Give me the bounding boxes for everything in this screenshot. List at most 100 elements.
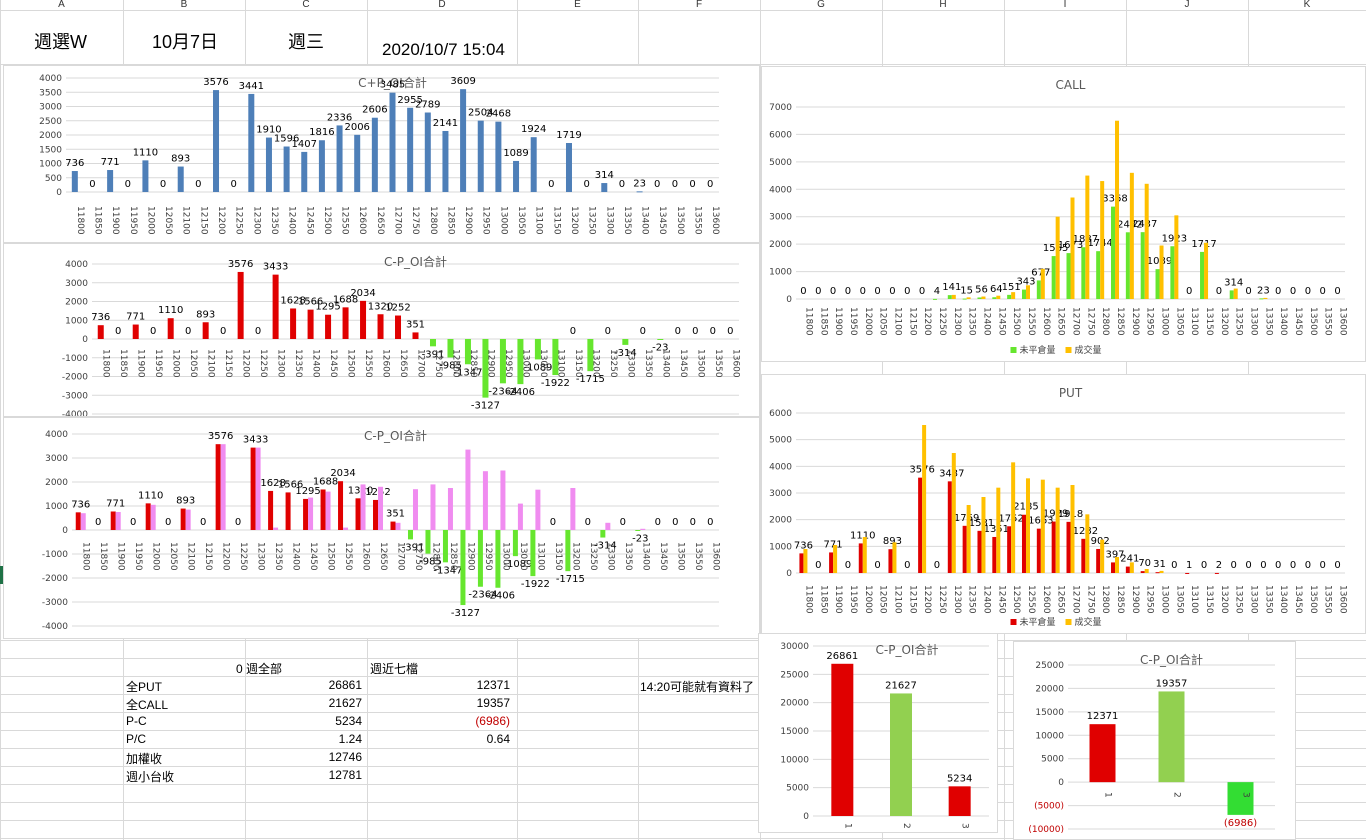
bar bbox=[395, 522, 401, 530]
x-tick-label: 11900 bbox=[833, 585, 843, 614]
chart-put[interactable]: 6000 5000 4000 3000 2000 1000 0 PUT 736 0 771 0 1110… bbox=[761, 374, 1366, 634]
table-head-near[interactable]: 週近七檔 bbox=[370, 662, 419, 676]
data-label: 0 bbox=[1275, 560, 1281, 571]
table-note[interactable]: 14:20可能就有資料了 bbox=[640, 680, 755, 694]
column-header-J[interactable]: J bbox=[1184, 0, 1190, 10]
x-tick-label: 12000 bbox=[863, 307, 873, 336]
data-label: 343 bbox=[1016, 277, 1035, 288]
x-tick-label: 12700 bbox=[1071, 307, 1081, 336]
x-tick-label: 13250 bbox=[1234, 585, 1244, 614]
cell-weekday[interactable]: 週三 bbox=[288, 32, 324, 52]
table-row-label[interactable]: 全CALL bbox=[126, 698, 169, 712]
data-label: 0 bbox=[1275, 286, 1281, 297]
x-tick-label: 12550 bbox=[363, 349, 373, 378]
data-label: -1922 bbox=[541, 378, 570, 389]
y-tick-label: -1000 bbox=[42, 550, 68, 560]
y-tick-label: 0 bbox=[56, 188, 62, 198]
data-label: 0 bbox=[1290, 560, 1296, 571]
x-tick-label: 13250 bbox=[608, 349, 618, 378]
table-row-label[interactable]: 加權收 bbox=[126, 752, 163, 766]
table-cell-all[interactable]: 26861 bbox=[328, 678, 362, 692]
table-row-label[interactable]: 週小台收 bbox=[126, 770, 175, 784]
x-tick-label: 13000 bbox=[500, 542, 510, 571]
data-label: 2789 bbox=[415, 100, 440, 111]
x-tick-label: 12150 bbox=[203, 542, 213, 571]
bar bbox=[1125, 232, 1130, 299]
x-tick-label: 12900 bbox=[465, 542, 475, 571]
x-tick-label: 13300 bbox=[1249, 585, 1259, 614]
table-cell-near[interactable]: 19357 bbox=[476, 696, 510, 710]
column-header-B[interactable]: B bbox=[180, 0, 188, 10]
column-header-K[interactable]: K bbox=[1303, 0, 1311, 10]
bar bbox=[1021, 289, 1026, 299]
bar bbox=[447, 488, 453, 530]
data-label: 241 bbox=[1120, 554, 1139, 565]
chart-call[interactable]: 7000 6000 5000 4000 3000 2000 1000 0 CALL 0 0 0 0 0 0 0… bbox=[761, 66, 1366, 362]
bar bbox=[145, 503, 151, 530]
bar bbox=[301, 151, 308, 192]
x-tick-label: 11850 bbox=[98, 542, 108, 571]
column-header-C[interactable]: C bbox=[302, 0, 310, 10]
y-tick-label: 3000 bbox=[65, 279, 88, 289]
data-label: 151 bbox=[1002, 282, 1021, 293]
table-cell-all[interactable]: 5234 bbox=[335, 714, 362, 728]
column-header-A[interactable]: A bbox=[58, 0, 65, 10]
x-tick-label: 11900 bbox=[833, 307, 843, 336]
table-row-label[interactable]: 全PUT bbox=[126, 680, 163, 694]
cell-timestamp[interactable]: 2020/10/7 15:04 bbox=[382, 40, 505, 59]
x-tick-label: 12550 bbox=[340, 206, 350, 235]
table-cell-all[interactable]: 21627 bbox=[328, 696, 362, 710]
x-tick-label: 13450 bbox=[678, 349, 688, 378]
data-label: 0 bbox=[620, 517, 626, 528]
data-label: 1628 bbox=[260, 478, 285, 489]
x-tick-label: 13500 bbox=[1308, 307, 1318, 336]
column-header-G[interactable]: G bbox=[817, 0, 825, 10]
column-header-E[interactable]: E bbox=[574, 0, 581, 10]
data-label: 0 bbox=[860, 286, 866, 297]
data-label: 902 bbox=[1091, 536, 1110, 547]
table-row-label[interactable]: P-C bbox=[126, 714, 147, 728]
table-row-label[interactable]: P/C bbox=[126, 732, 147, 746]
column-header-H[interactable]: H bbox=[939, 0, 947, 10]
column-header-F[interactable]: F bbox=[695, 0, 703, 10]
x-tick-label: 12700 bbox=[393, 206, 403, 235]
x-tick-label: 13050 bbox=[538, 349, 548, 378]
cell-expiry[interactable]: 週選W bbox=[34, 32, 87, 52]
data-label: 1110 bbox=[158, 305, 183, 316]
table-cell-all[interactable]: 1.24 bbox=[338, 732, 362, 746]
chart-summary-near[interactable]: 25000 20000 15000 10000 5000 0 (5000) (10000) C-… bbox=[1013, 641, 1296, 840]
bar bbox=[1051, 521, 1056, 573]
table-cell-near[interactable]: 0.64 bbox=[486, 732, 510, 746]
x-tick-label: 12100 bbox=[892, 307, 902, 336]
data-label: 1407 bbox=[292, 139, 317, 150]
chart-cp-oi-diff-middle[interactable]: 4000 3000 2000 1000 0 -1000 -2000 -3000 -4000 C-P… bbox=[3, 243, 760, 417]
x-tick-label: 13400 bbox=[660, 349, 670, 378]
bar bbox=[1111, 206, 1116, 299]
table-cell-all[interactable]: 12746 bbox=[328, 750, 362, 764]
chart-summary-all[interactable]: 30000 25000 20000 15000 10000 5000 0 C-P_OI合計 26… bbox=[758, 633, 998, 833]
bar bbox=[1111, 562, 1116, 573]
column-header-I[interactable]: I bbox=[1063, 0, 1067, 10]
data-label: 0 bbox=[1171, 560, 1177, 571]
chart-cp-oi-diff-lower[interactable]: 4000 3000 2000 1000 0 -1000 -2000 -3000 -4000 C-P… bbox=[3, 417, 760, 639]
table-cell-near[interactable]: (6986) bbox=[475, 714, 510, 728]
y-tick-label: 3000 bbox=[769, 213, 792, 223]
x-tick-label: 12250 bbox=[937, 585, 947, 614]
bar bbox=[829, 552, 834, 573]
column-header-D[interactable]: D bbox=[438, 0, 446, 10]
data-label: 0 bbox=[230, 179, 236, 190]
cell-date[interactable]: 10月7日 bbox=[152, 32, 219, 52]
x-tick-label: 12850 bbox=[468, 349, 478, 378]
bar bbox=[947, 481, 952, 573]
x-tick-label: 13100 bbox=[534, 206, 544, 235]
table-cell-near[interactable]: 12371 bbox=[476, 678, 510, 692]
bar bbox=[107, 170, 114, 192]
data-label: 21627 bbox=[885, 680, 917, 691]
data-label: 1566 bbox=[298, 297, 323, 308]
y-tick-label: 5000 bbox=[786, 784, 809, 794]
chart-cp-oi-total[interactable]: 4000 3500 3000 2500 2000 1500 1000 500 0 C+P_OI合計… bbox=[3, 65, 760, 243]
data-label: 1252 bbox=[385, 303, 410, 314]
table-head-all[interactable]: 0 週全部 bbox=[236, 662, 283, 676]
table-cell-all[interactable]: 12781 bbox=[328, 768, 362, 782]
y-tick-label: 3000 bbox=[39, 103, 62, 113]
